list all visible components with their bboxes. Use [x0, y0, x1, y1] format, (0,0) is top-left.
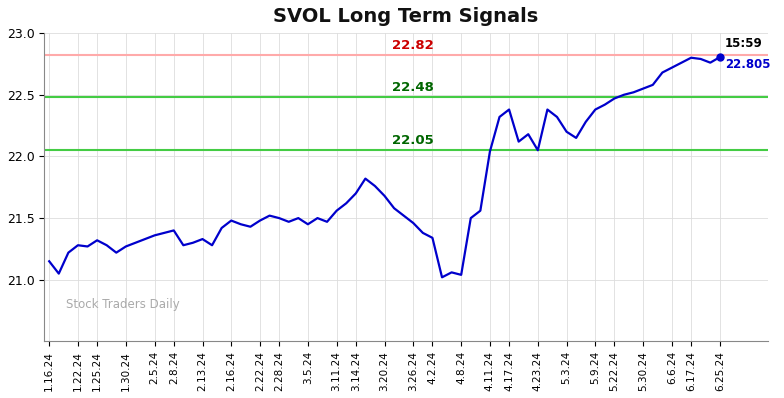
Text: Stock Traders Daily: Stock Traders Daily — [66, 298, 180, 310]
Text: 22.805: 22.805 — [724, 59, 770, 71]
Title: SVOL Long Term Signals: SVOL Long Term Signals — [274, 7, 539, 26]
Text: 22.82: 22.82 — [393, 39, 434, 52]
Text: 22.05: 22.05 — [393, 134, 434, 147]
Text: 22.48: 22.48 — [392, 81, 434, 94]
Text: 15:59: 15:59 — [724, 37, 762, 50]
